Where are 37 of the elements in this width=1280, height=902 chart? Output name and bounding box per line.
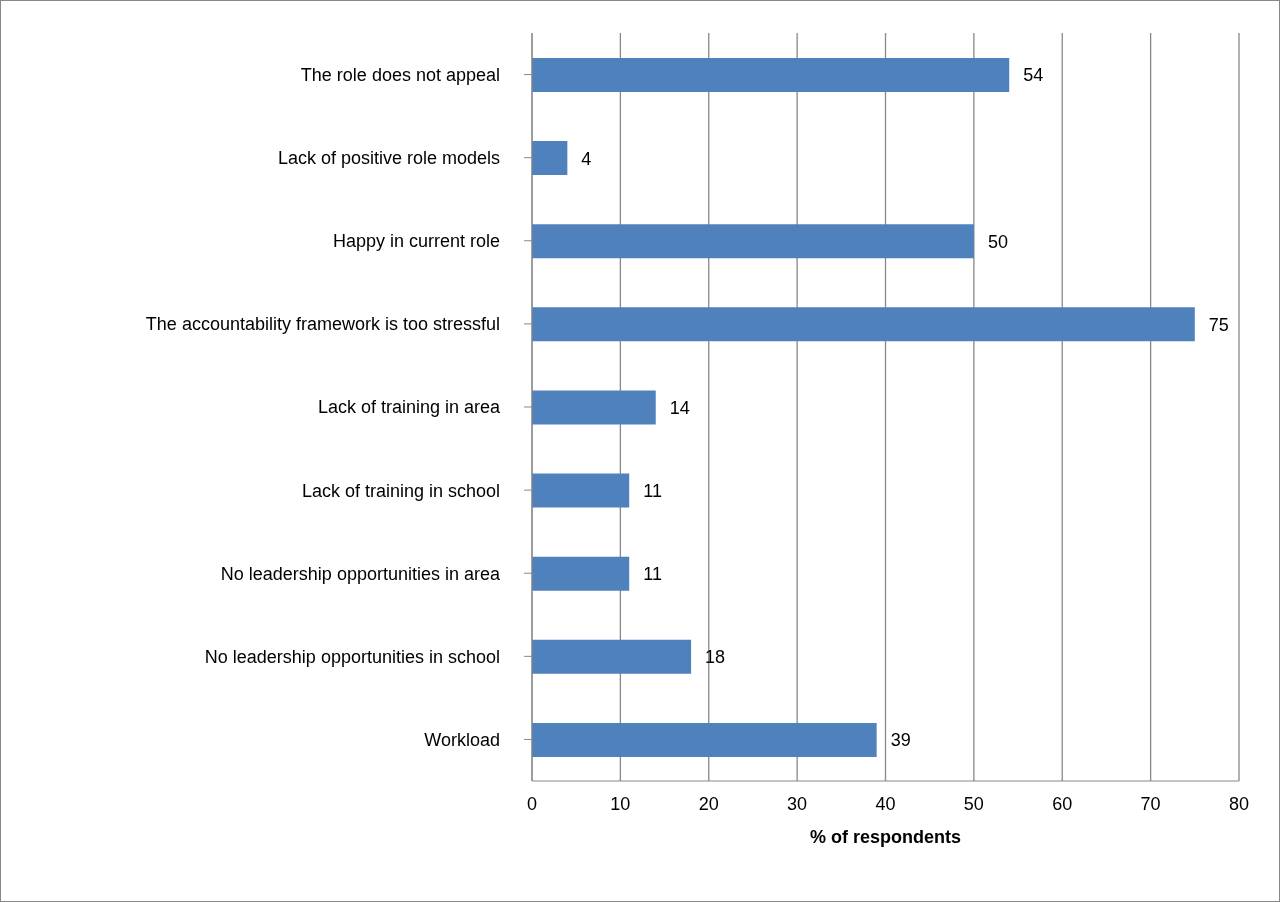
bar (532, 473, 630, 508)
x-tick-label: 40 (875, 793, 896, 814)
data-label: 39 (890, 730, 911, 751)
bar (532, 307, 1195, 342)
y-tick-label: The accountability framework is too stressful (145, 314, 500, 335)
x-axis-title: % of respondents (809, 827, 962, 847)
data-label: 4 (581, 148, 592, 169)
y-tick-label: Happy in current role (332, 231, 500, 252)
data-label: 11 (643, 564, 662, 585)
data-label: 75 (1208, 314, 1229, 335)
data-label: 18 (705, 647, 726, 668)
bar (532, 639, 692, 674)
x-tick-label: 30 (787, 793, 808, 814)
y-tick-label: Lack of training in school (301, 480, 500, 501)
x-tick-label: 10 (610, 793, 631, 814)
y-tick-label: Lack of positive role models (277, 148, 500, 169)
x-tick-label: 20 (698, 793, 719, 814)
y-tick-label: Lack of training in area (317, 397, 501, 418)
bar (532, 390, 656, 425)
data-label: 50 (987, 231, 1008, 252)
data-label: 54 (1023, 65, 1044, 86)
bar (532, 58, 1010, 92)
x-tick-label: 0 (526, 793, 538, 814)
y-tick-label: The role does not appeal (300, 64, 500, 85)
x-tick-label: 60 (1052, 793, 1073, 814)
bar (532, 224, 974, 259)
data-label: 11 (643, 480, 662, 501)
y-tick-label: No leadership opportunities in school (204, 646, 500, 667)
x-tick-label: 50 (963, 793, 984, 814)
bar (532, 556, 630, 591)
data-label: 14 (669, 397, 690, 418)
bar (532, 722, 877, 757)
y-tick-label: Workload (424, 729, 500, 750)
bar (532, 141, 568, 176)
x-tick-label: 80 (1228, 793, 1250, 814)
x-tick-label: 70 (1140, 793, 1161, 814)
y-tick-label: No leadership opportunities in area (220, 563, 501, 584)
